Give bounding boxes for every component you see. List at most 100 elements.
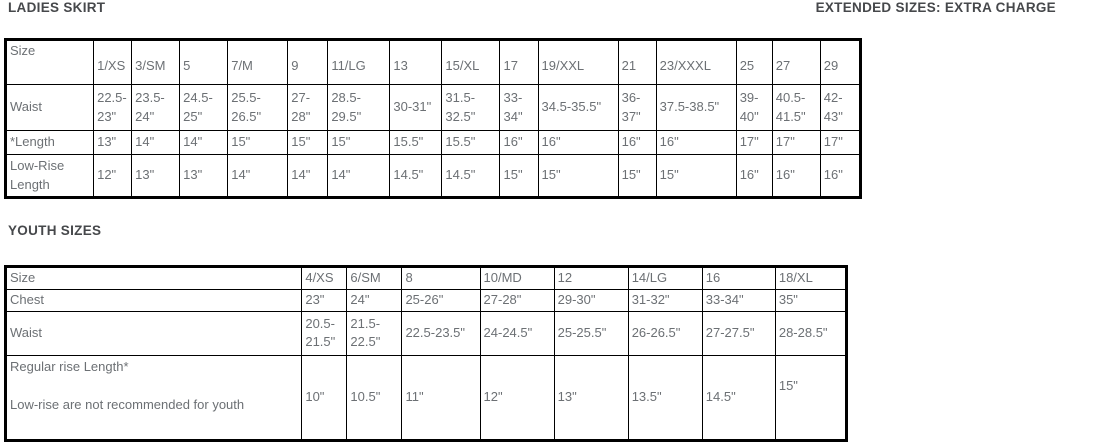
value-cell: 27-28" bbox=[479, 288, 555, 312]
value-cell: 22.5-23.5" bbox=[401, 310, 481, 356]
value-cell: 15.5" bbox=[389, 130, 443, 155]
size-corner-cell: Size bbox=[4, 39, 95, 85]
value-cell: 10.5" bbox=[346, 354, 403, 441]
column-header-cell: 4/XS bbox=[301, 266, 348, 290]
value-cell: 14.5" bbox=[701, 354, 776, 441]
column-header-cell: 7/M bbox=[227, 39, 289, 85]
top-headings-row: LADIES SKIRT EXTENDED SIZES: EXTRA CHARG… bbox=[4, 1, 1056, 15]
value-cell: 27-27.5" bbox=[701, 310, 776, 356]
value-cell: 39-40" bbox=[735, 84, 773, 131]
value-cell: 31-32" bbox=[627, 288, 703, 312]
value-cell: 23" bbox=[301, 288, 348, 312]
value-cell: 16" bbox=[819, 154, 862, 198]
column-header-cell: 23/XXXL bbox=[655, 39, 737, 85]
row-label-cell: Waist bbox=[4, 310, 303, 356]
value-cell: 25-25.5" bbox=[553, 310, 629, 356]
value-cell: 15" bbox=[499, 154, 539, 198]
value-cell: 22.5-23" bbox=[93, 84, 133, 131]
value-cell: 14" bbox=[179, 130, 229, 155]
column-header-cell: 8 bbox=[401, 266, 481, 290]
column-header-cell: 14/LG bbox=[627, 266, 703, 290]
column-header-cell: 25 bbox=[735, 39, 773, 85]
table-row: Regular rise Length* Low-rise are not re… bbox=[4, 354, 848, 441]
column-header-cell: 11/LG bbox=[327, 39, 391, 85]
row-label-cell: Waist bbox=[4, 84, 95, 131]
value-cell: 40.5-41.5" bbox=[771, 84, 821, 131]
column-header-cell: 29 bbox=[819, 39, 862, 85]
value-cell: 14" bbox=[227, 154, 289, 198]
value-cell: 28-28.5" bbox=[774, 310, 848, 356]
value-cell: 13" bbox=[131, 154, 181, 198]
value-cell: 10" bbox=[301, 354, 348, 441]
value-cell: 24" bbox=[346, 288, 403, 312]
value-cell: 15" bbox=[617, 154, 657, 198]
column-header-cell: 3/SM bbox=[131, 39, 181, 85]
value-cell: 20.5-21.5" bbox=[301, 310, 348, 356]
value-cell: 35" bbox=[774, 288, 848, 312]
value-cell: 16" bbox=[735, 154, 773, 198]
value-cell: 13" bbox=[93, 130, 133, 155]
value-cell: 16" bbox=[655, 130, 737, 155]
value-cell: 15.5" bbox=[441, 130, 501, 155]
value-cell: 14.5" bbox=[389, 154, 443, 198]
value-cell: 15" bbox=[655, 154, 737, 198]
size-corner-cell: Size bbox=[4, 266, 303, 290]
youth-sizes-heading: YOUTH SIZES bbox=[8, 223, 102, 238]
value-cell: 33-34" bbox=[499, 84, 539, 131]
column-header-cell: 18/XL bbox=[774, 266, 848, 290]
value-cell: 14" bbox=[287, 154, 329, 198]
value-cell: 11" bbox=[401, 354, 481, 441]
value-cell: 12" bbox=[93, 154, 133, 198]
row-label-cell: Regular rise Length* Low-rise are not re… bbox=[4, 354, 303, 441]
column-header-cell: 6/SM bbox=[346, 266, 403, 290]
value-cell: 16" bbox=[771, 154, 821, 198]
value-cell: 16" bbox=[617, 130, 657, 155]
table-header-row: Size 1/XS 3/SM 5 7/M 9 11/LG 13 15/XL 17 19/XXL 21 2… bbox=[4, 39, 862, 85]
value-cell: 29-30" bbox=[553, 288, 629, 312]
column-header-cell: 13 bbox=[389, 39, 443, 85]
value-cell: 25-26" bbox=[401, 288, 481, 312]
value-cell: 15" bbox=[227, 130, 289, 155]
value-cell: 15" bbox=[327, 130, 391, 155]
value-cell: 15" bbox=[774, 354, 848, 441]
column-header-cell: 1/XS bbox=[93, 39, 133, 85]
value-cell: 23.5-24" bbox=[131, 84, 181, 131]
row-label-cell: Low-Rise Length bbox=[4, 154, 95, 198]
value-cell: 25.5-26.5" bbox=[227, 84, 289, 131]
value-cell: 14" bbox=[327, 154, 391, 198]
row-label-cell: Chest bbox=[4, 288, 303, 312]
value-cell: 24.5-25" bbox=[179, 84, 229, 131]
value-cell: 14.5" bbox=[441, 154, 501, 198]
value-cell: 28.5-29.5" bbox=[327, 84, 391, 131]
ladies-skirt-size-table: Size 1/XS 3/SM 5 7/M 9 11/LG 13 15/XL 17 19/XXL 21 2… bbox=[4, 38, 862, 199]
value-cell: 33-34" bbox=[701, 288, 776, 312]
youth-size-table: Size 4/XS 6/SM 8 10/MD 12 14/LG 16 18/XL Chest 23"… bbox=[4, 265, 848, 442]
column-header-cell: 15/XL bbox=[441, 39, 501, 85]
value-cell: 31.5-32.5" bbox=[441, 84, 501, 131]
value-cell: 30-31" bbox=[389, 84, 443, 131]
value-cell: 13" bbox=[553, 354, 629, 441]
value-cell: 16" bbox=[499, 130, 539, 155]
value-cell: 17" bbox=[735, 130, 773, 155]
column-header-cell: 19/XXL bbox=[537, 39, 619, 85]
table-row: *Length 13" 14" 14" 15" 15" 15" 15.5" 15.5" 16" 16… bbox=[4, 130, 862, 155]
value-cell: 37.5-38.5" bbox=[655, 84, 737, 131]
value-cell: 17" bbox=[771, 130, 821, 155]
column-header-cell: 17 bbox=[499, 39, 539, 85]
value-cell: 21.5-22.5" bbox=[346, 310, 403, 356]
column-header-cell: 12 bbox=[553, 266, 629, 290]
value-cell: 24-24.5" bbox=[479, 310, 555, 356]
table-row: Low-Rise Length 12" 13" 13" 14" 14" 14" 14.5" 14… bbox=[4, 154, 862, 198]
column-header-cell: 21 bbox=[617, 39, 657, 85]
value-cell: 15" bbox=[537, 154, 619, 198]
column-header-cell: 10/MD bbox=[479, 266, 555, 290]
value-cell: 34.5-35.5" bbox=[537, 84, 619, 131]
value-cell: 42-43" bbox=[819, 84, 862, 131]
value-cell: 13.5" bbox=[627, 354, 703, 441]
value-cell: 14" bbox=[131, 130, 181, 155]
value-cell: 12" bbox=[479, 354, 555, 441]
value-cell: 26-26.5" bbox=[627, 310, 703, 356]
column-header-cell: 5 bbox=[179, 39, 229, 85]
ladies-skirt-heading: LADIES SKIRT bbox=[8, 0, 106, 15]
